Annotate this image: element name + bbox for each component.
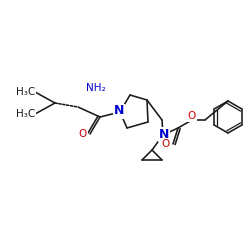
Text: O: O — [79, 129, 87, 139]
Text: NH₂: NH₂ — [86, 83, 106, 93]
Text: O: O — [162, 139, 170, 149]
Text: H₃C: H₃C — [16, 87, 35, 97]
Text: N: N — [114, 104, 124, 118]
Text: N: N — [159, 128, 169, 140]
Text: O: O — [188, 111, 196, 121]
Text: H₃C: H₃C — [16, 109, 35, 119]
